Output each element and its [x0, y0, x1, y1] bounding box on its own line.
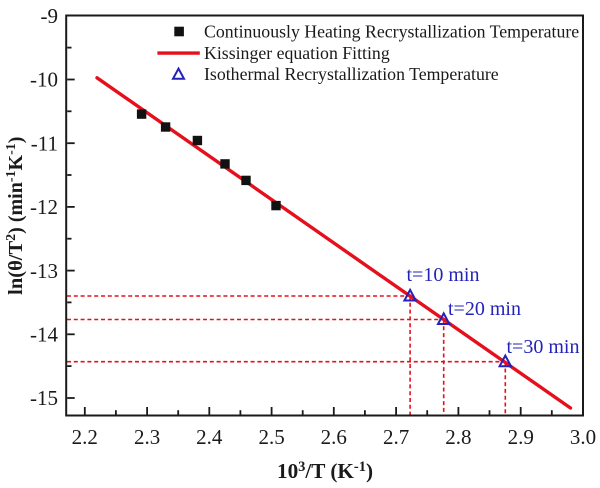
svg-text:-14: -14	[30, 323, 58, 347]
svg-text:-10: -10	[30, 68, 58, 92]
svg-text:103/T (K-1): 103/T (K-1)	[277, 459, 373, 483]
svg-text:t=30 min: t=30 min	[507, 336, 580, 358]
svg-text:3.0: 3.0	[570, 425, 596, 449]
svg-text:2.4: 2.4	[196, 425, 223, 449]
svg-text:2.8: 2.8	[445, 425, 471, 449]
svg-text:t=10 min: t=10 min	[407, 264, 480, 286]
svg-text:2.9: 2.9	[508, 425, 534, 449]
svg-text:-11: -11	[31, 131, 58, 155]
svg-text:-9: -9	[41, 4, 59, 28]
svg-text:t=20 min: t=20 min	[448, 298, 521, 320]
svg-text:2.3: 2.3	[134, 425, 160, 449]
svg-text:2.2: 2.2	[72, 425, 98, 449]
svg-text:-12: -12	[30, 195, 58, 219]
svg-text:Continuously Heating Recrystal: Continuously Heating Recrystallization T…	[204, 21, 579, 41]
svg-text:-15: -15	[30, 386, 58, 410]
svg-text:-13: -13	[30, 259, 58, 283]
svg-text:2.6: 2.6	[321, 425, 347, 449]
svg-text:2.7: 2.7	[383, 425, 409, 449]
svg-text:Kissinger equation Fitting: Kissinger equation Fitting	[204, 43, 390, 63]
svg-text:2.5: 2.5	[258, 425, 284, 449]
svg-text:ln(θ/T2) (min-1K-1): ln(θ/T2) (min-1K-1)	[4, 137, 27, 295]
svg-text:Isothermal Recrystallization T: Isothermal Recrystallization Temperature	[204, 64, 499, 84]
